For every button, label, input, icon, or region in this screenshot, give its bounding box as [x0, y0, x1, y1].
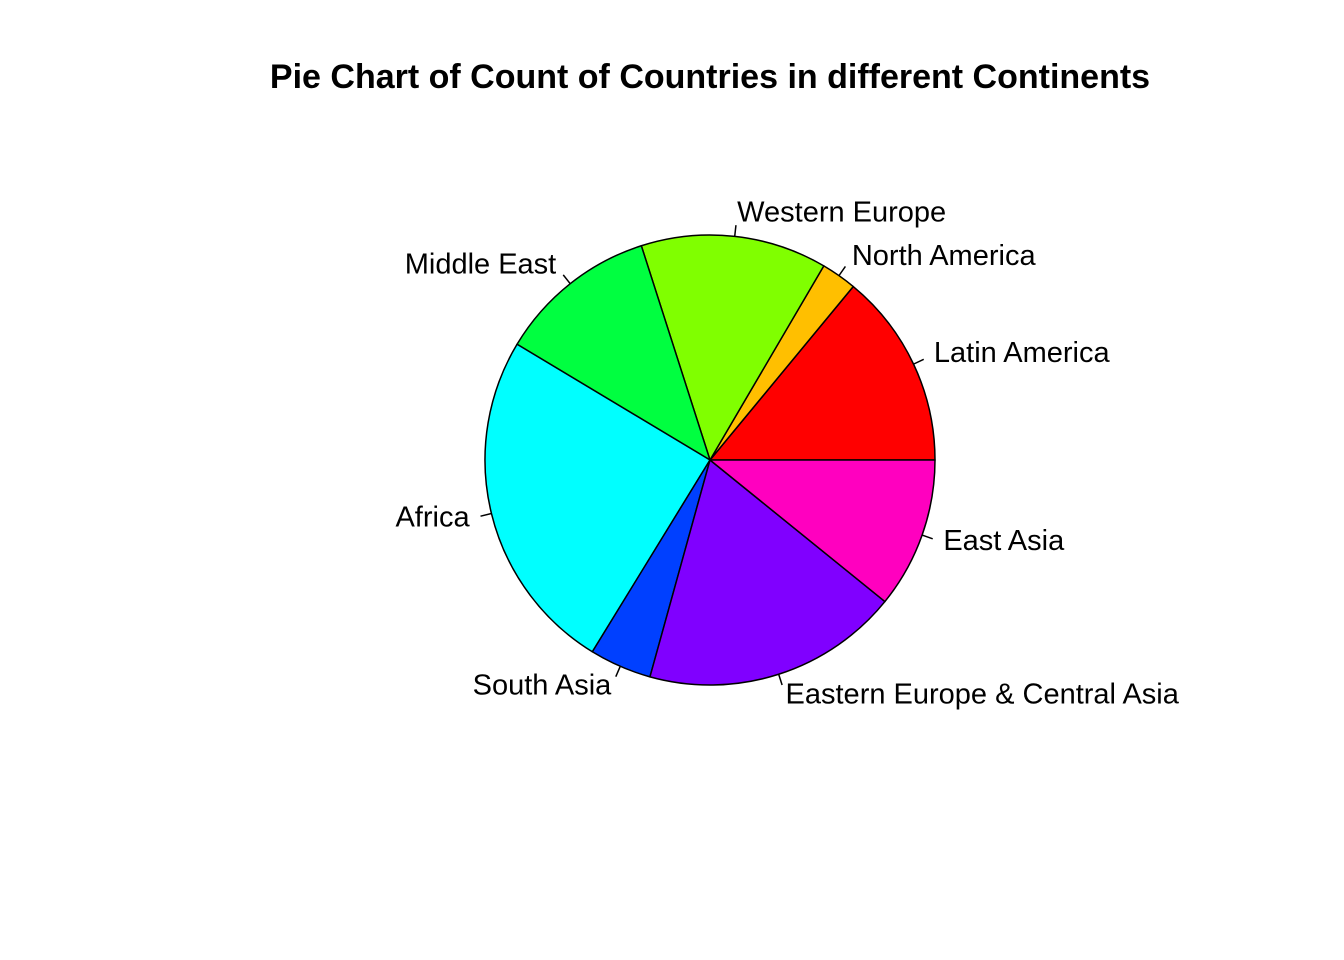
- label-tick-south-asia: [615, 666, 621, 677]
- label-tick-middle-east: [562, 274, 571, 285]
- label-tick-western-europe: [733, 225, 737, 237]
- pie-slice-east-asia: [709, 459, 936, 603]
- pie-slices: [484, 234, 936, 686]
- pie-slice-middle-east: [516, 244, 711, 461]
- slice-label-eastern-europe-and-central-asia: Eastern Europe & Central Asia: [786, 678, 1180, 710]
- slice-label-africa: Africa: [395, 502, 470, 534]
- slice-label-north-america: North America: [852, 240, 1037, 272]
- label-tick-eastern-europe-and-central-asia: [777, 674, 783, 686]
- label-tick-north-america: [838, 265, 847, 277]
- slice-label-south-asia: South Asia: [473, 670, 613, 702]
- slice-label-western-europe: Western Europe: [737, 197, 946, 229]
- chart-title: Pie Chart of Count of Countries in diffe…: [269, 58, 1151, 96]
- pie-labels: Latin America North America Western Europe…: [395, 197, 1179, 711]
- pie-slice-latin-america: [709, 285, 936, 461]
- slice-label-middle-east: Middle East: [405, 249, 557, 281]
- label-tick-africa: [480, 512, 492, 517]
- label-tick-east-asia: [921, 534, 933, 540]
- slice-label-latin-america: Latin America: [934, 337, 1111, 369]
- pie-slice-eastern-europe-and-central-asia: [649, 459, 886, 686]
- slice-label-east-asia: East Asia: [943, 525, 1065, 557]
- pie-slice-africa: [484, 343, 711, 653]
- pie-label-ticks: [480, 225, 933, 686]
- label-tick-latin-america: [913, 358, 925, 365]
- pie-slice-western-europe: [640, 234, 825, 461]
